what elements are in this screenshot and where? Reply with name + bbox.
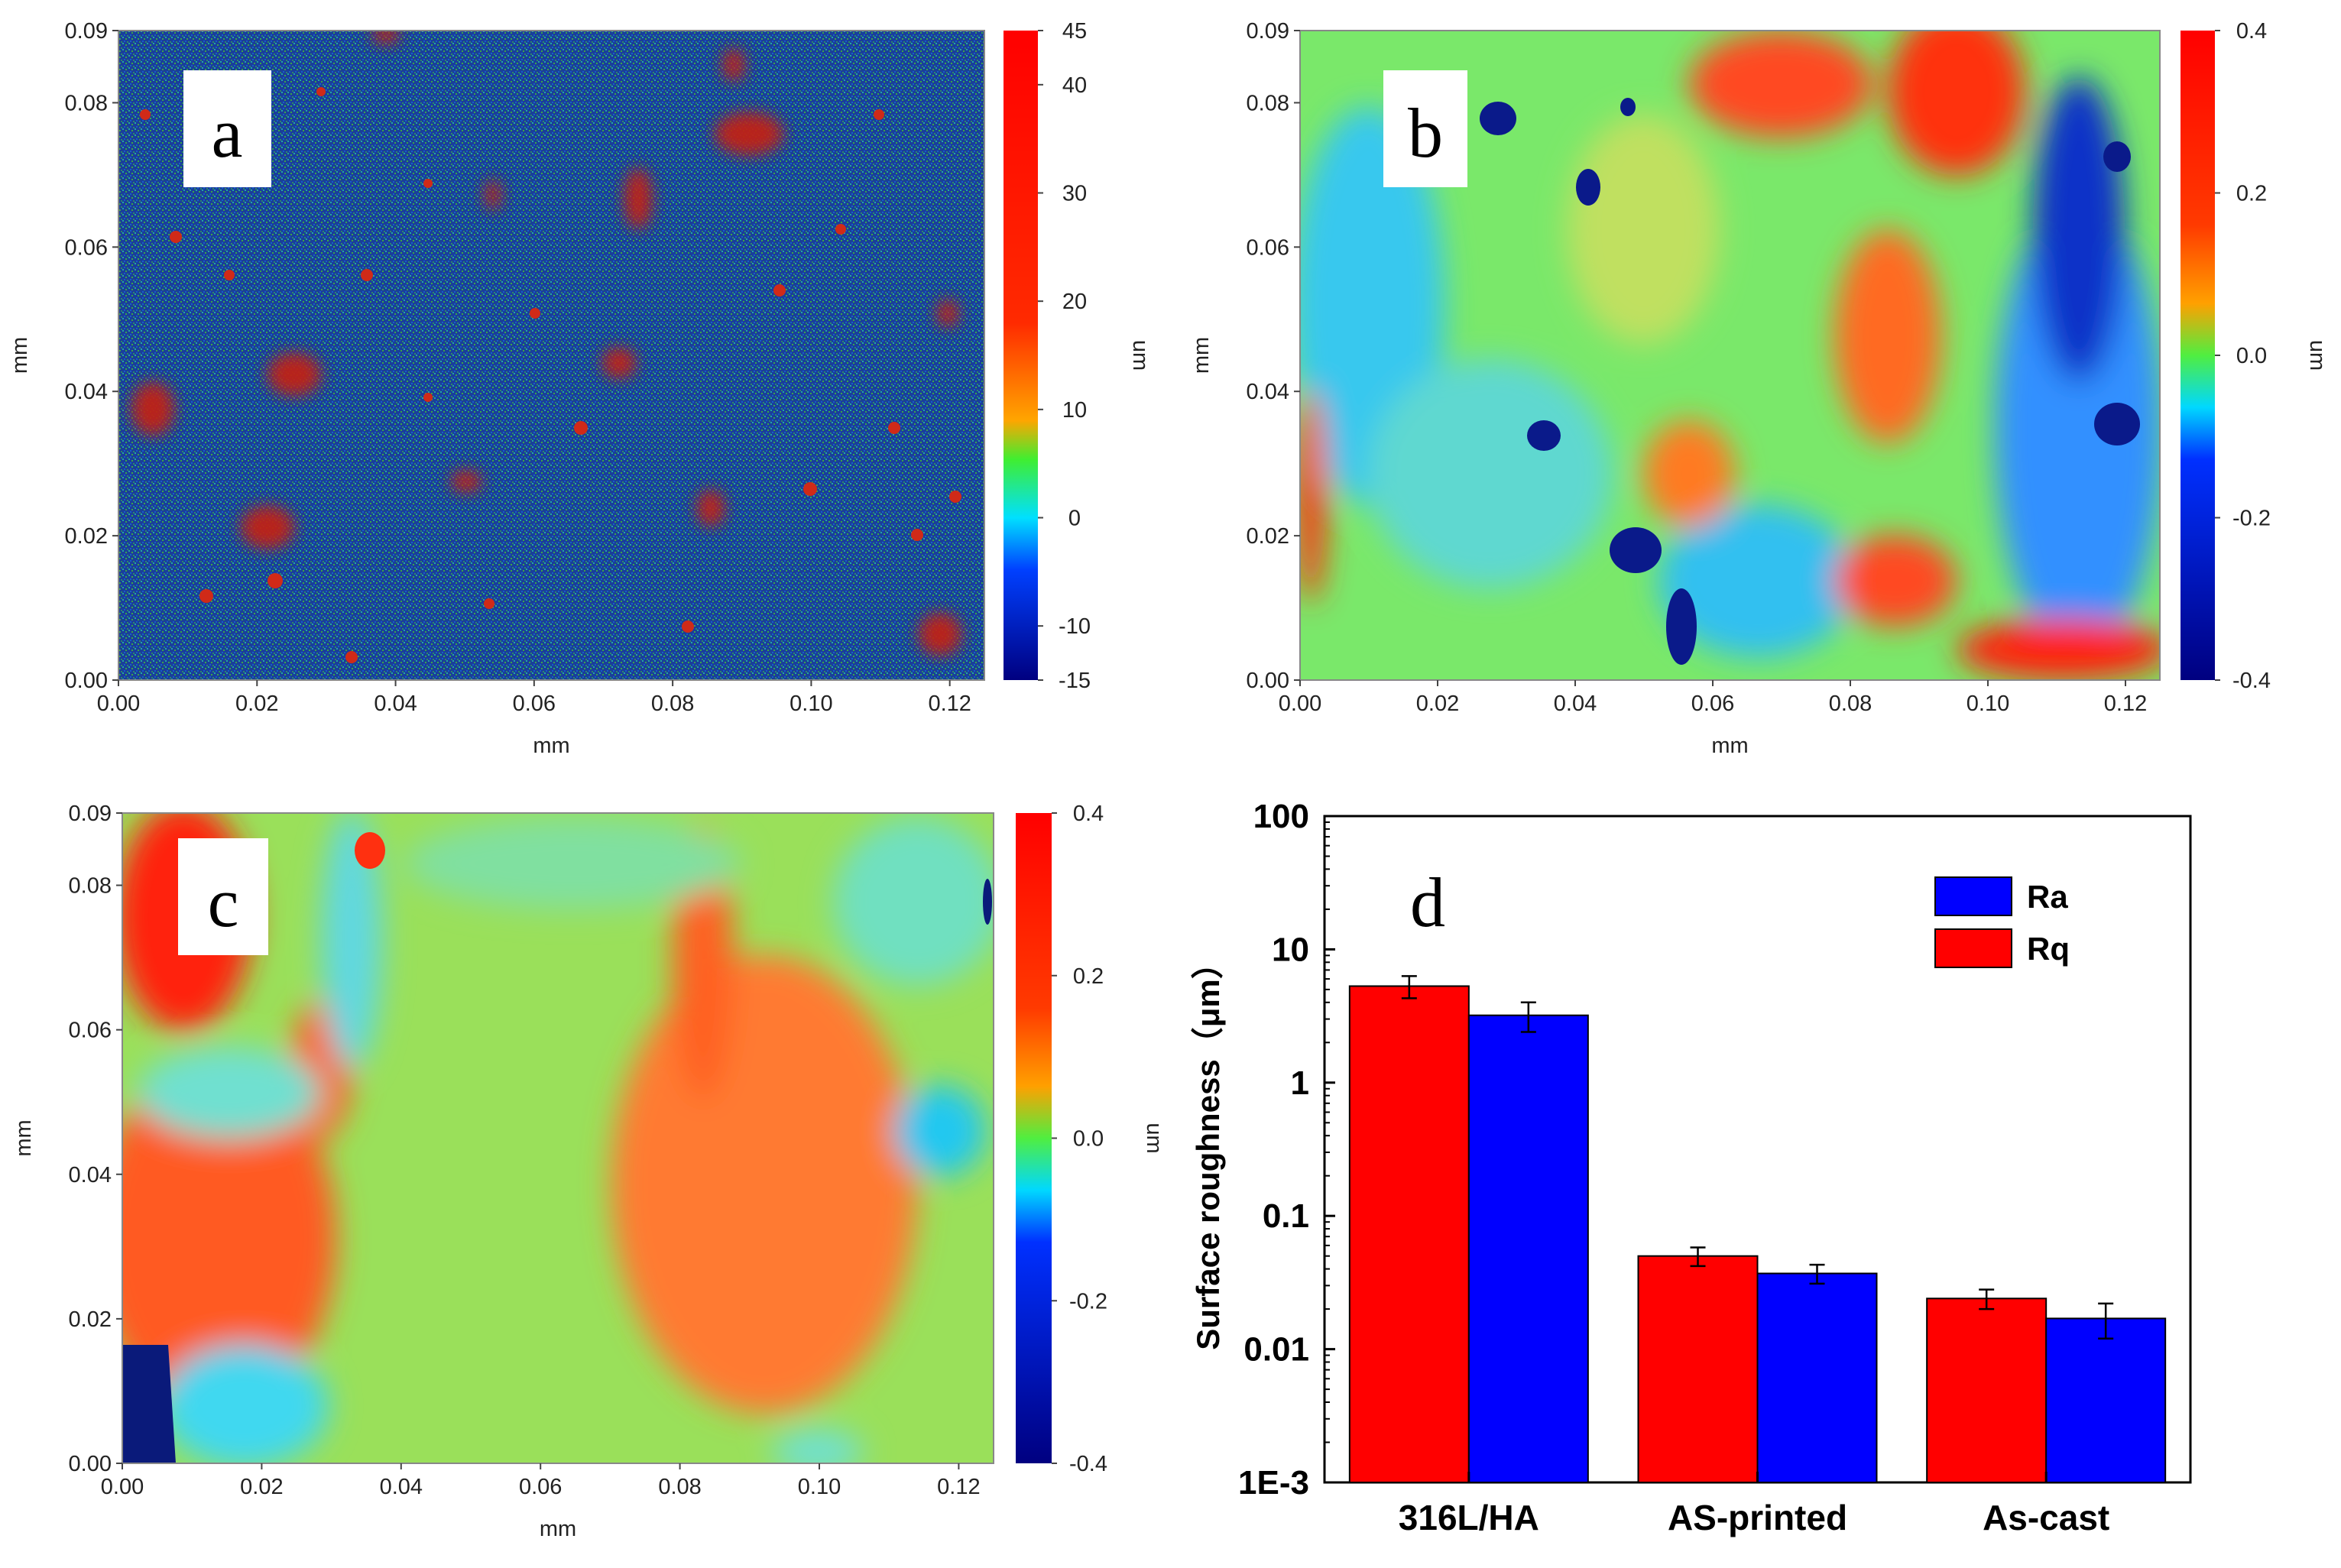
legend-swatch-rq: [1934, 928, 2012, 968]
x-tick-label: 0.06: [513, 692, 556, 716]
y-tick-label: 0.06: [65, 235, 108, 260]
colorbar-tick-label: 0.0: [2236, 344, 2267, 368]
x-tick-label: 0.04: [1554, 692, 1597, 716]
heightmap-b: [1300, 31, 2160, 680]
y-tick-label: 0.00: [1247, 669, 1289, 693]
y-tick-label: 0.1: [1263, 1197, 1309, 1235]
legend-swatch-ra: [1934, 876, 2012, 916]
y-tick-label: 0.02: [69, 1307, 112, 1332]
bar-rq-0: [1348, 985, 1470, 1484]
colorbar-tick-label: -0.2: [1069, 1289, 1107, 1314]
x-axis-label: mm: [533, 734, 569, 758]
y-axis-label: mm: [8, 337, 32, 374]
x-tick-label: 0.02: [235, 692, 278, 716]
panel-c: c 0.00 0.02 0.04 0.06 0.08 0.10 0.12 0.00 0.02 0.…: [11, 802, 1166, 1541]
panel-letter-c: c: [208, 863, 239, 941]
colorbar-tick-label: 0: [1068, 507, 1081, 531]
x-tick-label: AS-printed: [1668, 1498, 1847, 1537]
x-tick-label: 0.04: [380, 1475, 423, 1499]
x-tick-label: As-cast: [1983, 1498, 2109, 1537]
colorbar-tick-label: -0.4: [2232, 669, 2271, 693]
x-tick-label: 0.00: [97, 692, 140, 716]
colorbar-tick-label: 0.2: [1073, 964, 1104, 989]
x-tick-label: 0.08: [658, 1475, 701, 1499]
panel-b: b 0.00 0.02 0.04 0.06 0.08 0.10 0.12 0.00 0.02 0.…: [1189, 19, 2330, 758]
y-tick-label: 0.04: [1247, 380, 1289, 404]
colorbar-c: [1016, 813, 1052, 1463]
colorbar-tick-label: -15: [1059, 669, 1091, 693]
y-tick-label: 0.06: [1247, 235, 1289, 260]
y-tick-label: 1: [1291, 1064, 1309, 1102]
y-tick-label: 0.01: [1243, 1331, 1309, 1369]
x-tick-label: 0.04: [374, 692, 417, 716]
y-axis-label: mm: [1189, 337, 1214, 374]
x-tick-label: 0.00: [101, 1475, 144, 1499]
x-tick-label: 0.08: [651, 692, 694, 716]
colorbar-tick-label: 30: [1062, 182, 1087, 206]
colorbar-tick-label: -0.2: [2232, 507, 2271, 531]
x-tick-label: 0.10: [790, 692, 832, 716]
x-tick-label: 0.12: [937, 1475, 980, 1499]
x-tick-label: 0.06: [1691, 692, 1734, 716]
colorbar-tick-label: -10: [1059, 614, 1091, 639]
colorbar-unit-label: um: [1128, 340, 1153, 371]
bar-rq-1: [1637, 1255, 1759, 1483]
colorbar-tick-label: 0.4: [2236, 19, 2267, 44]
x-tick-label: 316L/HA: [1399, 1498, 1539, 1537]
y-tick-label: 0.08: [69, 874, 112, 899]
y-tick-label: 0.04: [69, 1163, 112, 1187]
x-tick-label: 0.02: [1416, 692, 1459, 716]
y-axis-label-d: Surface roughness（μm）: [1190, 947, 1226, 1349]
colorbar-tick-label: 40: [1062, 73, 1087, 98]
y-tick-label: 0.02: [1247, 524, 1289, 549]
y-axis-label: mm: [11, 1119, 36, 1156]
bar-ra-2: [2045, 1317, 2167, 1483]
x-axis-label: mm: [1711, 734, 1748, 758]
colorbar-tick-label: -0.4: [1069, 1452, 1107, 1476]
colorbar-tick-label: 0.4: [1073, 802, 1104, 826]
y-tick-label: 0.08: [65, 91, 108, 115]
panel-letter-b: b: [1408, 94, 1443, 172]
colorbar-tick-label: 0.2: [2236, 182, 2267, 206]
x-tick-label: 0.02: [240, 1475, 283, 1499]
x-axis-label: mm: [540, 1517, 576, 1541]
colorbar-unit-label: um: [2305, 340, 2330, 371]
x-tick-label: 0.08: [1829, 692, 1872, 716]
panel-letter-d: d: [1410, 863, 1445, 941]
x-tick-label: 0.00: [1279, 692, 1321, 716]
y-tick-label: 0.08: [1247, 91, 1289, 115]
y-tick-label: 0.02: [65, 524, 108, 549]
bar-ra-0: [1467, 1014, 1589, 1484]
legend-label-rq: Rq: [2027, 931, 2070, 967]
bar-rq-2: [1926, 1297, 2048, 1483]
panel-letter-a: a: [212, 94, 243, 172]
x-tick-label: 0.12: [928, 692, 971, 716]
y-tick-label: 0.00: [69, 1452, 112, 1476]
colorbar-a: [1004, 31, 1038, 680]
x-tick-label: 0.10: [1967, 692, 2009, 716]
y-tick-label: 0.04: [65, 380, 108, 404]
x-tick-label: 0.06: [519, 1475, 562, 1499]
colorbar-unit-label: um: [1142, 1123, 1166, 1153]
y-tick-label: 1E-3: [1238, 1464, 1309, 1502]
panel-a: a 0.00 0.02 0.04 0.06 0.08 0.10 0.12 0.00 0.02 0.…: [8, 19, 1153, 758]
colorbar-b: [2181, 31, 2215, 680]
x-tick-label: 0.12: [2104, 692, 2147, 716]
colorbar-tick-label: 10: [1062, 398, 1087, 423]
colorbar-tick-label: 20: [1062, 290, 1087, 314]
y-tick-label: 0.06: [69, 1019, 112, 1043]
panel-d: d 1E-3 0.01 0.1 1 10 100 316L/HA AS-printed As-c…: [1190, 798, 2192, 1537]
y-tick-label: 0.09: [69, 802, 112, 826]
x-tick-label: 0.10: [798, 1475, 841, 1499]
y-tick-label: 0.00: [65, 669, 108, 693]
colorbar-tick-label: 0.0: [1073, 1127, 1104, 1152]
y-tick-label: 0.09: [65, 19, 108, 44]
y-tick-label: 0.09: [1247, 19, 1289, 44]
y-tick-label: 10: [1272, 931, 1309, 968]
legend-label-ra: Ra: [2027, 879, 2068, 915]
colorbar-tick-label: 45: [1062, 19, 1087, 44]
y-tick-label: 100: [1253, 798, 1309, 835]
bar-ra-1: [1756, 1272, 1878, 1483]
